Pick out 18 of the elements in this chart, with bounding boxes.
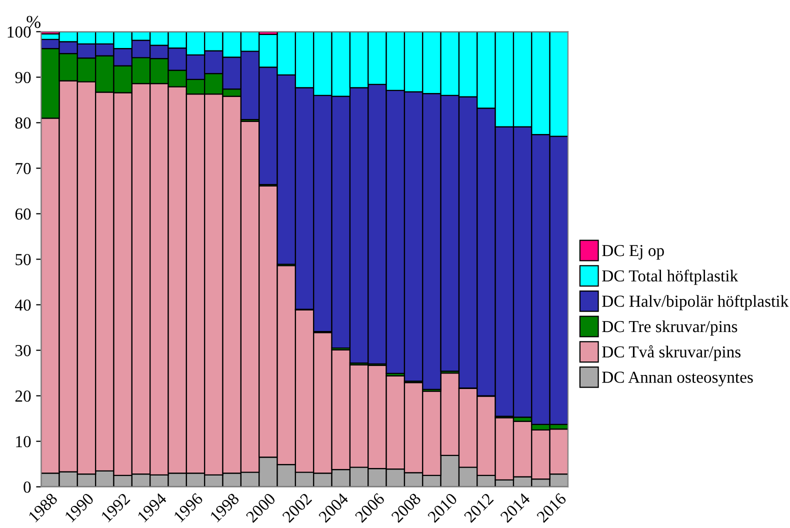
- y-tick-label: 0: [24, 482, 31, 493]
- legend-label: DC Total höftplastik: [602, 270, 738, 285]
- y-tick-label: 90: [15, 72, 31, 84]
- legend-label: DC Annan osteosyntes: [602, 372, 753, 386]
- y-tick-label: 10: [16, 436, 31, 448]
- y-tick-label: 30: [15, 344, 31, 356]
- y-axis-title: %: [26, 16, 40, 28]
- legend-label: DC Halv/bipolär höftplastik: [602, 294, 789, 310]
- y-tick-label: 20: [15, 390, 31, 402]
- y-tick-label: 40: [15, 299, 31, 311]
- legend-label: DC Två skruvar/pins: [602, 345, 741, 361]
- legend-label: DC Ej op: [602, 244, 664, 260]
- y-tick-label: 50: [16, 254, 31, 266]
- y-tick-label: 80: [15, 117, 31, 129]
- legend-label: DC Tre skruvar/pins: [602, 320, 738, 336]
- y-tick-label: 70: [16, 162, 31, 174]
- y-tick-label: 100: [8, 26, 31, 38]
- y-tick-label: 60: [15, 208, 31, 220]
